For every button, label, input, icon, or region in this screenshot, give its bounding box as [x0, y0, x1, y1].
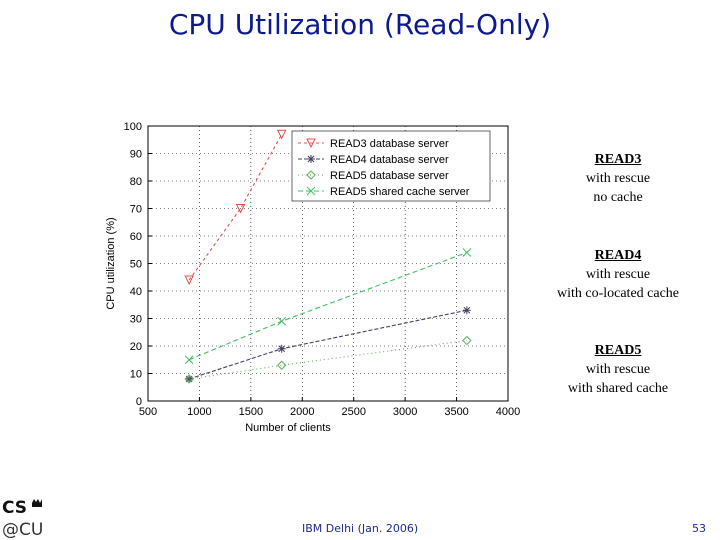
y-tick-label: 30: [130, 314, 142, 326]
data-point: [184, 374, 194, 384]
y-tick-label: 60: [130, 231, 142, 243]
footer-text: IBM Delhi (Jan. 2006): [302, 522, 419, 535]
y-tick-label: 20: [130, 341, 142, 353]
y-tick-label: 50: [130, 259, 142, 271]
note-read4: READ4 with rescue with co-located cache: [538, 246, 698, 303]
legend-label: READ4 database server: [330, 154, 449, 166]
y-tick-label: 40: [130, 286, 142, 298]
data-point: [307, 155, 315, 163]
logo-text-top: CS: [2, 498, 27, 518]
x-tick-label: 1000: [187, 406, 211, 418]
note-read4-line2: with co-located cache: [556, 286, 680, 301]
cs-at-cu-logo: CS @CU: [2, 498, 43, 539]
data-point: [277, 360, 287, 370]
note-read4-head: READ4: [594, 248, 642, 263]
legend-label: READ3 database server: [330, 138, 449, 150]
data-point: [276, 129, 287, 140]
legend-box: [291, 130, 491, 202]
data-point: [462, 306, 471, 315]
legend-label: READ5 database server: [330, 170, 449, 182]
x-tick-label: 1500: [239, 406, 263, 418]
x-tick-label: 4000: [496, 406, 520, 418]
y-tick-label: 70: [130, 204, 142, 216]
logo-text-bottom: @CU: [2, 520, 43, 539]
note-read3-head: READ3: [594, 152, 642, 167]
x-tick-label: 2000: [290, 406, 314, 418]
note-read3-line2: no cache: [593, 190, 643, 205]
crown-icon: [32, 499, 42, 507]
data-point: [306, 138, 316, 149]
data-point: [184, 275, 194, 286]
x-tick-label: 3000: [393, 406, 417, 418]
data-point: [462, 248, 472, 257]
data-point: [235, 204, 246, 214]
data-point: [184, 355, 194, 365]
note-read4-line1: with rescue: [585, 267, 651, 282]
note-read5: READ5 with rescue with shared cache: [538, 341, 698, 398]
page-number: 53: [692, 522, 706, 535]
data-point: [462, 335, 472, 346]
y-tick-label: 0: [136, 396, 142, 408]
slide-title: CPU Utilization (Read-Only): [168, 8, 552, 41]
x-tick-label: 500: [139, 406, 157, 418]
y-tick-label: 10: [130, 369, 142, 381]
series-line: [188, 133, 283, 281]
cpu-utilization-chart: 500 1000 1500 2000 2500 3000 3500 4000 0 10 20 30 40…: [105, 121, 520, 434]
x-axis-label: Number of clients: [245, 422, 331, 434]
data-point: [306, 170, 316, 180]
y-tick-label: 100: [124, 121, 142, 133]
note-read3-line1: with rescue: [585, 171, 651, 186]
data-point: [185, 375, 194, 383]
x-tick-label: 2500: [341, 406, 365, 418]
data-point: [306, 186, 316, 196]
note-read5-line1: with rescue: [585, 362, 651, 377]
y-tick-label: 90: [130, 149, 142, 161]
y-axis-label: CPU utilization (%): [105, 217, 117, 309]
note-read5-head: READ5: [594, 343, 642, 358]
note-read5-line2: with shared cache: [567, 381, 669, 396]
x-tick-label: 3500: [444, 406, 468, 418]
legend-label: READ5 shared cache server: [330, 186, 470, 198]
note-read3: READ3 with rescue no cache: [538, 150, 698, 207]
y-tick-label: 80: [130, 176, 142, 188]
data-point: [277, 344, 286, 353]
data-point: [277, 316, 287, 326]
